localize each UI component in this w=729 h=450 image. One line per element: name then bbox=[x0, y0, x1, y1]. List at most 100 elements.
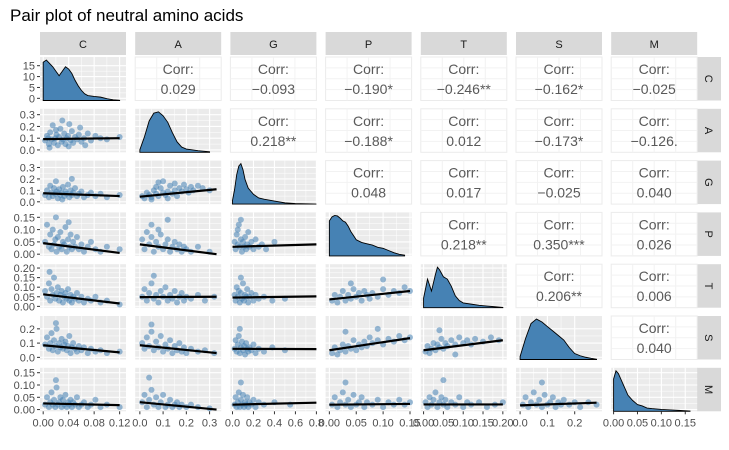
panel-g-a bbox=[135, 160, 222, 205]
scatter-point bbox=[374, 325, 381, 332]
scatter-point bbox=[57, 229, 64, 236]
y-tick-label-c: 15 bbox=[23, 61, 35, 73]
panel-c-p: Corr: −0.190* bbox=[325, 56, 413, 101]
fit-line bbox=[232, 295, 317, 299]
strip-top-label-t: T bbox=[460, 39, 467, 51]
panel-a-s: Corr: −0.173* bbox=[515, 108, 603, 153]
panel-s-s bbox=[516, 316, 602, 360]
scatter-point bbox=[92, 132, 99, 139]
fit-line bbox=[43, 344, 120, 354]
panel-p-s: Corr: 0.350*** bbox=[515, 211, 603, 257]
corr-value-c-t: −0.246** bbox=[437, 81, 492, 97]
corr-value-g-t: 0.017 bbox=[446, 185, 481, 201]
scatter-point bbox=[331, 291, 338, 298]
panel-grid: C A G P T S MCAGPTSMCorr:0.029Corr:−0.093Corr:… bbox=[14, 32, 721, 429]
scatter-point bbox=[350, 337, 357, 344]
scatter-point bbox=[339, 389, 346, 396]
x-tick-label-g: 0.4 bbox=[267, 417, 282, 429]
scatter-point bbox=[84, 130, 91, 137]
scatter-point bbox=[342, 297, 349, 304]
y-tick-label-p: 0.05 bbox=[14, 237, 35, 249]
scatter-point bbox=[87, 238, 94, 245]
panel-a-p: Corr: −0.188* bbox=[325, 108, 413, 153]
scatter-point bbox=[65, 143, 72, 150]
y-tick-label-c: 0 bbox=[29, 93, 35, 105]
scatter-point bbox=[160, 391, 167, 398]
scatter-point bbox=[153, 238, 160, 245]
scatter-point bbox=[157, 231, 164, 238]
corr-label: Corr: bbox=[448, 113, 479, 129]
scatter-point bbox=[143, 297, 150, 304]
x-tick-label-p: 0.00 bbox=[319, 417, 340, 429]
scatter-point bbox=[538, 379, 545, 386]
corr-value-c-s: −0.162* bbox=[535, 81, 584, 97]
corr-value-g-s: −0.025 bbox=[537, 185, 580, 201]
scatter-point bbox=[171, 180, 178, 187]
strip-top-p bbox=[325, 32, 412, 55]
scatter-point bbox=[237, 379, 244, 386]
panel-c-g: Corr: −0.093 bbox=[229, 56, 317, 101]
scatter-point bbox=[63, 248, 70, 255]
fit-line bbox=[43, 293, 120, 305]
scatter-point bbox=[59, 396, 66, 403]
scatter-point bbox=[155, 179, 162, 186]
scatter-point bbox=[334, 299, 341, 306]
panel-c-a: Corr: 0.029 bbox=[134, 56, 222, 101]
scatter-point bbox=[78, 241, 85, 248]
scatter-point bbox=[143, 334, 150, 341]
scatter-point bbox=[82, 142, 89, 149]
scatter-point bbox=[45, 280, 52, 287]
panel-c-c bbox=[40, 57, 126, 101]
x-tick-label-g: 0.8 bbox=[309, 417, 324, 429]
scatter-point bbox=[80, 248, 87, 255]
scatter-point bbox=[62, 224, 69, 231]
panel-m-g bbox=[230, 367, 317, 412]
scatter-point bbox=[148, 196, 155, 203]
scatter-point bbox=[59, 196, 66, 203]
x-tick-label-s: 0.0 bbox=[512, 417, 527, 429]
scatter-point bbox=[148, 221, 155, 228]
strip-top-c bbox=[40, 32, 126, 55]
scatter-point bbox=[167, 396, 174, 403]
strip-right-m bbox=[697, 367, 721, 412]
scatter-point bbox=[528, 399, 535, 406]
scatter-point bbox=[167, 182, 174, 189]
x-tick-label-p: 0.15 bbox=[399, 417, 420, 429]
corr-label: Corr: bbox=[258, 113, 289, 129]
strip-top-s bbox=[516, 32, 602, 55]
strip-top-label-s: S bbox=[555, 39, 562, 51]
strip-top-label-m: M bbox=[650, 39, 659, 51]
scatter-point bbox=[530, 389, 537, 396]
scatter-point bbox=[549, 394, 556, 401]
y-tick-label-c: 5 bbox=[29, 82, 35, 94]
x-tick-label-t: 0.10 bbox=[452, 417, 473, 429]
scatter-point bbox=[47, 231, 54, 238]
scatter-point bbox=[65, 236, 72, 243]
density-c bbox=[42, 59, 121, 101]
scatter-point bbox=[176, 241, 183, 248]
scatter-point bbox=[52, 377, 59, 384]
scatter-point bbox=[236, 325, 243, 332]
corr-label: Corr: bbox=[543, 165, 574, 181]
scatter-point bbox=[157, 288, 164, 295]
scatter-point bbox=[143, 404, 150, 411]
y-tick-label-s: 0.1 bbox=[20, 338, 35, 350]
scatter-point bbox=[178, 289, 185, 296]
density-p bbox=[328, 214, 406, 257]
chart-title: Pair plot of neutral amino acids bbox=[10, 6, 243, 25]
scatter-point bbox=[65, 286, 72, 293]
panel-m-t bbox=[420, 367, 507, 412]
scatter-point bbox=[52, 126, 59, 133]
scatter-point bbox=[150, 347, 157, 354]
scatter-point bbox=[358, 394, 365, 401]
strip-top-label-p: P bbox=[365, 39, 372, 51]
corr-value-c-a: 0.029 bbox=[161, 81, 196, 97]
scatter-point bbox=[148, 321, 155, 328]
scatter-point bbox=[552, 404, 559, 411]
scatter-point bbox=[260, 348, 267, 355]
corr-value-a-m: −0.126. bbox=[631, 133, 678, 149]
scatter-point bbox=[67, 350, 74, 357]
x-tick-label-m: 0.05 bbox=[627, 417, 648, 429]
scatter-point bbox=[148, 280, 155, 287]
